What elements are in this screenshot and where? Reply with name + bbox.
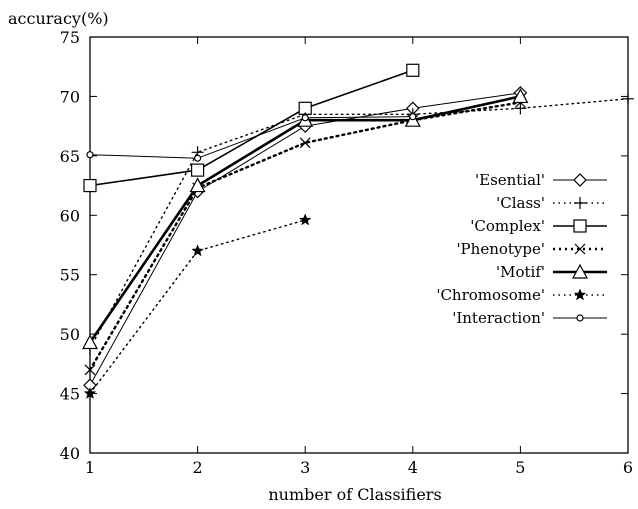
data-point xyxy=(301,114,309,122)
legend-item: 'Interaction' xyxy=(452,309,607,327)
legend-label: 'Motif' xyxy=(496,263,545,281)
series-chromosome xyxy=(83,213,312,399)
data-point xyxy=(573,219,587,233)
y-tick-label: 50 xyxy=(60,325,80,344)
data-point xyxy=(406,63,420,77)
series-line xyxy=(89,116,414,159)
x-tick-label: 1 xyxy=(85,458,95,477)
data-point xyxy=(194,154,202,162)
legend-item: 'Complex' xyxy=(470,217,607,235)
legend-item: 'Esential' xyxy=(475,171,607,189)
data-point xyxy=(574,197,586,209)
data-point xyxy=(84,364,96,376)
data-point xyxy=(622,92,634,105)
data-point xyxy=(83,178,97,193)
legend: 'Esential' 'Class' 'Complex' 'Phenotype' 'Mo… xyxy=(436,171,607,327)
data-point xyxy=(576,314,584,322)
legend-item: 'Motif' xyxy=(496,263,607,281)
y-tick-label: 55 xyxy=(60,266,80,285)
data-point xyxy=(86,151,94,159)
series-line xyxy=(89,69,414,187)
data-point xyxy=(574,243,586,255)
y-tick-label: 40 xyxy=(60,444,80,463)
plot-border xyxy=(89,36,629,454)
y-axis-title: accuracy(%) xyxy=(8,9,109,28)
series-line xyxy=(88,101,522,371)
legend-label: 'Class' xyxy=(496,194,545,212)
data-point xyxy=(573,173,587,187)
data-point xyxy=(83,386,97,399)
legend-item: 'Chromosome' xyxy=(436,286,607,304)
series-interaction xyxy=(86,113,417,162)
data-point xyxy=(191,163,205,177)
x-tick-label: 6 xyxy=(623,458,633,477)
data-point xyxy=(191,244,204,257)
y-tick-label: 45 xyxy=(60,385,80,404)
y-tick-label: 70 xyxy=(60,87,80,106)
x-tick-label: 5 xyxy=(515,458,525,477)
legend-label: 'Complex' xyxy=(470,217,545,235)
data-point xyxy=(512,88,529,104)
legend-label: 'Chromosome' xyxy=(436,286,545,304)
legend-item: 'Class' xyxy=(496,194,607,212)
legend-label: 'Interaction' xyxy=(452,309,545,327)
data-point xyxy=(571,263,589,279)
legend-label: 'Esential' xyxy=(475,171,545,189)
y-tick-label: 65 xyxy=(60,147,80,166)
x-tick-label: 2 xyxy=(193,458,203,477)
y-tick-label: 60 xyxy=(60,206,80,225)
series-class xyxy=(84,92,634,355)
y-tick-label: 75 xyxy=(60,28,80,47)
data-point xyxy=(573,288,587,301)
data-point xyxy=(189,177,206,193)
x-axis-title: number of Classifiers xyxy=(268,485,441,504)
series-line xyxy=(89,98,629,350)
data-point xyxy=(409,113,417,121)
x-tick-label: 3 xyxy=(300,458,310,477)
series-line xyxy=(89,219,306,395)
data-point xyxy=(298,213,312,226)
legend-label: 'Phenotype' xyxy=(456,240,545,258)
data-point xyxy=(514,102,527,115)
data-point xyxy=(81,334,99,350)
x-tick-label: 4 xyxy=(408,458,418,477)
series-layer xyxy=(81,63,634,399)
data-point xyxy=(299,137,311,149)
plot-frame xyxy=(89,36,629,454)
series-complex xyxy=(83,63,420,193)
legend-item: 'Phenotype' xyxy=(456,240,607,258)
